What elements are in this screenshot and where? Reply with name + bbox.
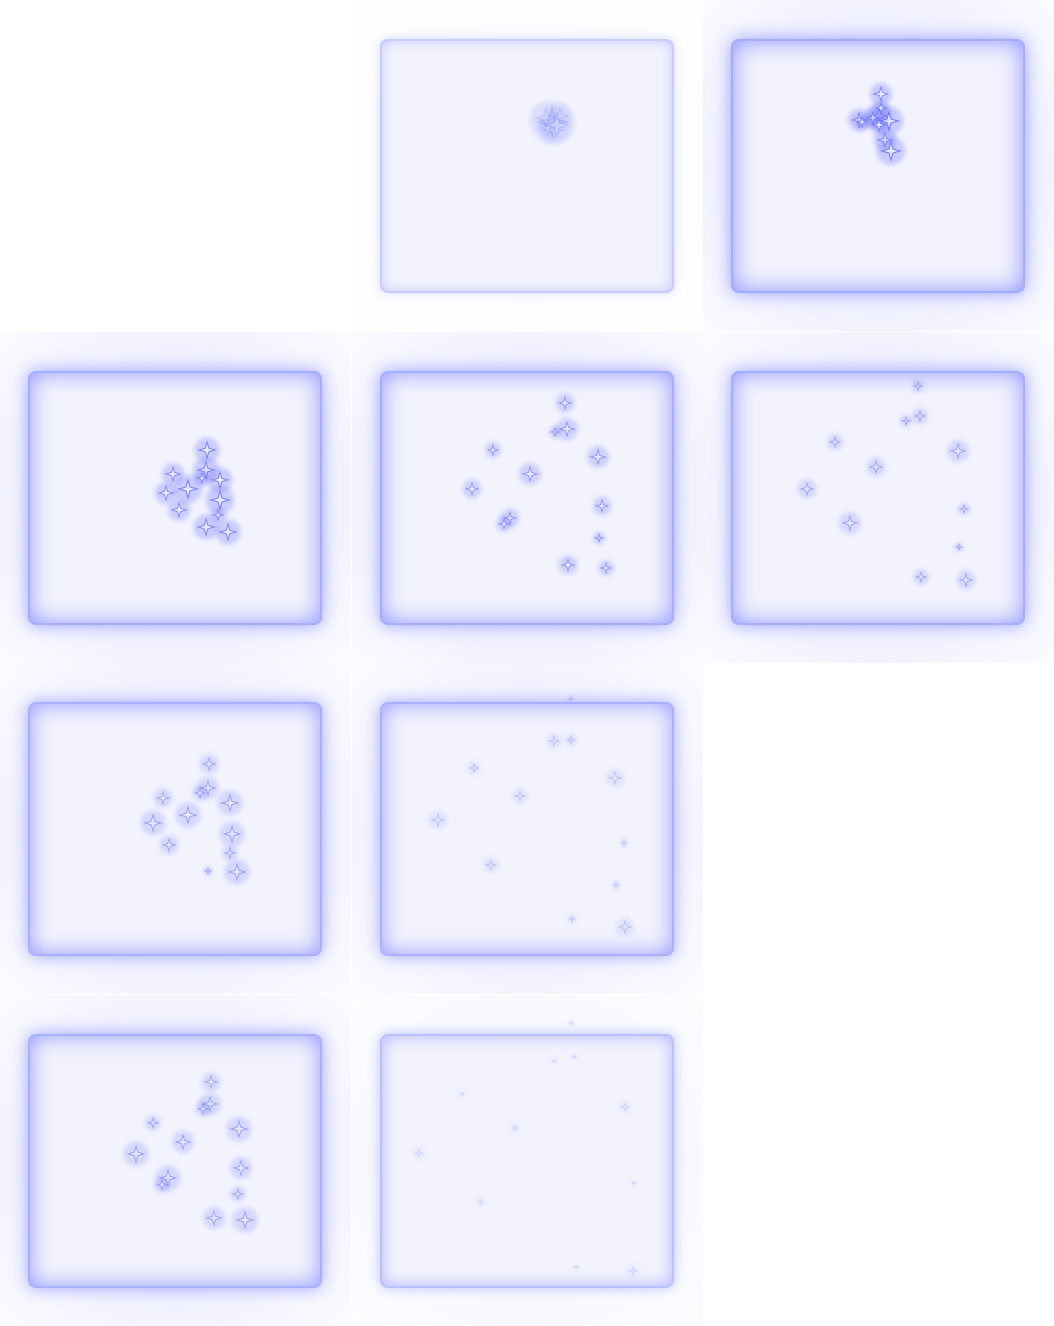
sprite-frame-0 [0,0,351,331]
panel-frame [731,371,1025,625]
panel-frame [380,1034,674,1288]
panel-frame [28,1034,322,1288]
sprite-frame-5 [703,332,1054,663]
sprite-frame-10 [352,995,703,1326]
sprite-frame-1 [352,0,703,331]
panel-frame [380,702,674,956]
panel-frame [28,371,322,625]
sprite-frame-8 [703,663,1054,994]
sprite-frame-7 [352,663,703,994]
panel-frame [28,702,322,956]
panel-frame [380,39,674,293]
sprite-frame-4 [352,332,703,663]
sprite-frame-11 [703,995,1054,1326]
panel-frame [380,371,674,625]
sprite-frame-2 [703,0,1054,331]
sprite-frame-6 [0,663,351,994]
sprite-frame-3 [0,332,351,663]
panel-frame [731,39,1025,293]
sprite-frame-9 [0,995,351,1326]
